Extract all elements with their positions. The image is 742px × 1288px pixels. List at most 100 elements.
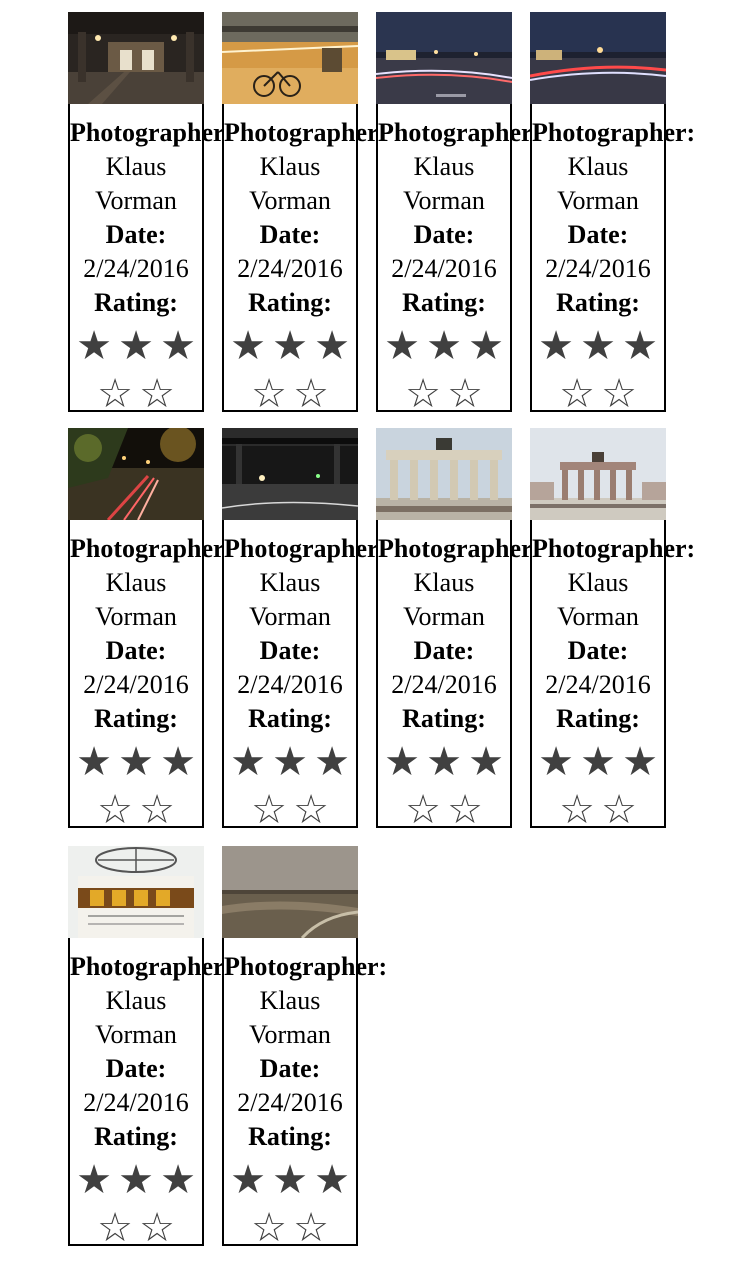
star-filled-icon[interactable]: ★: [384, 323, 420, 369]
star-rating[interactable]: ★ ★ ★☆ ☆: [378, 322, 510, 418]
star-empty-icon[interactable]: ☆: [293, 1205, 329, 1251]
star-filled-icon[interactable]: ★: [580, 323, 616, 369]
star-filled-icon[interactable]: ★: [230, 323, 266, 369]
star-rating[interactable]: ★ ★ ★☆ ☆: [224, 322, 356, 418]
photo-card[interactable]: Photographer: Klaus Vorman Date: 2/24/2016 R…: [222, 428, 387, 833]
photo-card[interactable]: Photographer: Klaus Vorman Date: 2/24/2016 R…: [530, 12, 696, 417]
date-value: 2/24/2016: [545, 254, 651, 283]
star-filled-icon[interactable]: ★: [272, 739, 308, 785]
photo-meta: Photographer: Klaus Vorman Date: 2/24/2016 R…: [378, 116, 542, 418]
photo-card[interactable]: Photographer: Klaus Vorman Date: 2/24/2016 R…: [68, 428, 233, 833]
star-filled-icon[interactable]: ★: [76, 739, 112, 785]
star-filled-icon[interactable]: ★: [538, 323, 574, 369]
photo-meta: Photographer: Klaus Vorman Date: 2/24/2016 R…: [224, 532, 387, 834]
photo-card[interactable]: Photographer: Klaus Vorman Date: 2/24/2016 R…: [68, 12, 233, 417]
photo-meta: Photographer: Klaus Vorman Date: 2/24/2016 R…: [224, 116, 387, 418]
date-label: Date:: [259, 1054, 321, 1083]
star-empty-icon[interactable]: ☆: [601, 787, 637, 833]
star-filled-icon[interactable]: ★: [426, 323, 462, 369]
star-filled-icon[interactable]: ★: [118, 323, 154, 369]
star-filled-icon[interactable]: ★: [76, 323, 112, 369]
star-rating[interactable]: ★ ★ ★☆ ☆: [70, 1156, 202, 1252]
photo-meta: Photographer: Klaus Vorman Date: 2/24/2016 R…: [70, 116, 234, 418]
photo-thumbnail[interactable]: [68, 428, 204, 520]
star-empty-icon[interactable]: ☆: [97, 787, 133, 833]
date-value: 2/24/2016: [83, 1088, 189, 1117]
star-filled-icon[interactable]: ★: [622, 739, 658, 785]
photographer-label: Photographer:: [532, 118, 696, 147]
star-filled-icon[interactable]: ★: [468, 323, 504, 369]
star-empty-icon[interactable]: ☆: [405, 371, 441, 417]
star-empty-icon[interactable]: ☆: [559, 371, 595, 417]
star-filled-icon[interactable]: ★: [272, 323, 308, 369]
star-filled-icon[interactable]: ★: [426, 739, 462, 785]
star-filled-icon[interactable]: ★: [76, 1157, 112, 1203]
star-filled-icon[interactable]: ★: [468, 739, 504, 785]
photo-thumbnail[interactable]: [530, 428, 666, 520]
photo-thumbnail[interactable]: [68, 12, 204, 104]
photo-card[interactable]: Photographer: Klaus Vorman Date: 2/24/2016 R…: [376, 12, 541, 417]
star-empty-icon[interactable]: ☆: [601, 371, 637, 417]
photo-card[interactable]: Photographer: Klaus Vorman Date: 2/24/2016 R…: [222, 12, 387, 417]
photo-card[interactable]: Photographer: Klaus Vorman Date: 2/24/2016 R…: [68, 846, 234, 1251]
star-filled-icon[interactable]: ★: [230, 1157, 266, 1203]
star-empty-icon[interactable]: ☆: [97, 1205, 133, 1251]
photo-thumbnail[interactable]: [530, 12, 666, 104]
star-rating[interactable]: ★ ★ ★☆ ☆: [532, 322, 664, 418]
star-filled-icon[interactable]: ★: [580, 739, 616, 785]
star-empty-icon[interactable]: ☆: [405, 787, 441, 833]
photographer-name: Klaus Vorman: [557, 568, 639, 631]
star-filled-icon[interactable]: ★: [160, 739, 196, 785]
star-empty-icon[interactable]: ☆: [447, 787, 483, 833]
photo-thumbnail[interactable]: [68, 846, 204, 938]
star-rating[interactable]: ★ ★ ★☆ ☆: [532, 738, 664, 834]
star-empty-icon[interactable]: ☆: [251, 1205, 287, 1251]
star-filled-icon[interactable]: ★: [314, 1157, 350, 1203]
photographer-label: Photographer:: [70, 952, 234, 981]
photographer-label: Photographer:: [70, 118, 234, 147]
star-empty-icon[interactable]: ☆: [293, 787, 329, 833]
star-filled-icon[interactable]: ★: [314, 739, 350, 785]
date-label: Date:: [413, 636, 475, 665]
star-rating[interactable]: ★ ★ ★☆ ☆: [70, 738, 202, 834]
date-label: Date:: [259, 220, 321, 249]
star-filled-icon[interactable]: ★: [160, 1157, 196, 1203]
date-value: 2/24/2016: [545, 670, 651, 699]
photo-thumbnail[interactable]: [376, 12, 512, 104]
photo-meta: Photographer: Klaus Vorman Date: 2/24/2016 R…: [224, 950, 387, 1252]
photo-card[interactable]: Photographer: Klaus Vorman Date: 2/24/2016 R…: [222, 846, 387, 1251]
star-empty-icon[interactable]: ☆: [251, 787, 287, 833]
rating-label: Rating:: [556, 704, 640, 733]
star-empty-icon[interactable]: ☆: [251, 371, 287, 417]
star-rating[interactable]: ★ ★ ★☆ ☆: [70, 322, 202, 418]
star-filled-icon[interactable]: ★: [314, 323, 350, 369]
star-empty-icon[interactable]: ☆: [139, 1205, 175, 1251]
photo-card[interactable]: Photographer: Klaus Vorman Date: 2/24/2016 R…: [530, 428, 695, 833]
star-filled-icon[interactable]: ★: [622, 323, 658, 369]
star-filled-icon[interactable]: ★: [118, 1157, 154, 1203]
star-empty-icon[interactable]: ☆: [97, 371, 133, 417]
photo-thumbnail[interactable]: [222, 846, 358, 938]
star-empty-icon[interactable]: ☆: [139, 787, 175, 833]
star-rating[interactable]: ★ ★ ★☆ ☆: [224, 738, 356, 834]
star-filled-icon[interactable]: ★: [384, 739, 420, 785]
star-filled-icon[interactable]: ★: [230, 739, 266, 785]
star-filled-icon[interactable]: ★: [118, 739, 154, 785]
photo-thumbnail[interactable]: [222, 12, 358, 104]
photo-thumbnail[interactable]: [222, 428, 358, 520]
date-label: Date:: [105, 1054, 167, 1083]
star-empty-icon[interactable]: ☆: [293, 371, 329, 417]
star-empty-icon[interactable]: ☆: [447, 371, 483, 417]
photo-thumbnail[interactable]: [376, 428, 512, 520]
star-filled-icon[interactable]: ★: [272, 1157, 308, 1203]
star-filled-icon[interactable]: ★: [160, 323, 196, 369]
photographer-label: Photographer:: [378, 118, 542, 147]
rating-label: Rating:: [402, 288, 486, 317]
star-filled-icon[interactable]: ★: [538, 739, 574, 785]
star-rating[interactable]: ★ ★ ★☆ ☆: [378, 738, 510, 834]
star-rating[interactable]: ★ ★ ★☆ ☆: [224, 1156, 356, 1252]
photo-card[interactable]: Photographer: Klaus Vorman Date: 2/24/2016 R…: [376, 428, 541, 833]
star-empty-icon[interactable]: ☆: [559, 787, 595, 833]
star-empty-icon[interactable]: ☆: [139, 371, 175, 417]
